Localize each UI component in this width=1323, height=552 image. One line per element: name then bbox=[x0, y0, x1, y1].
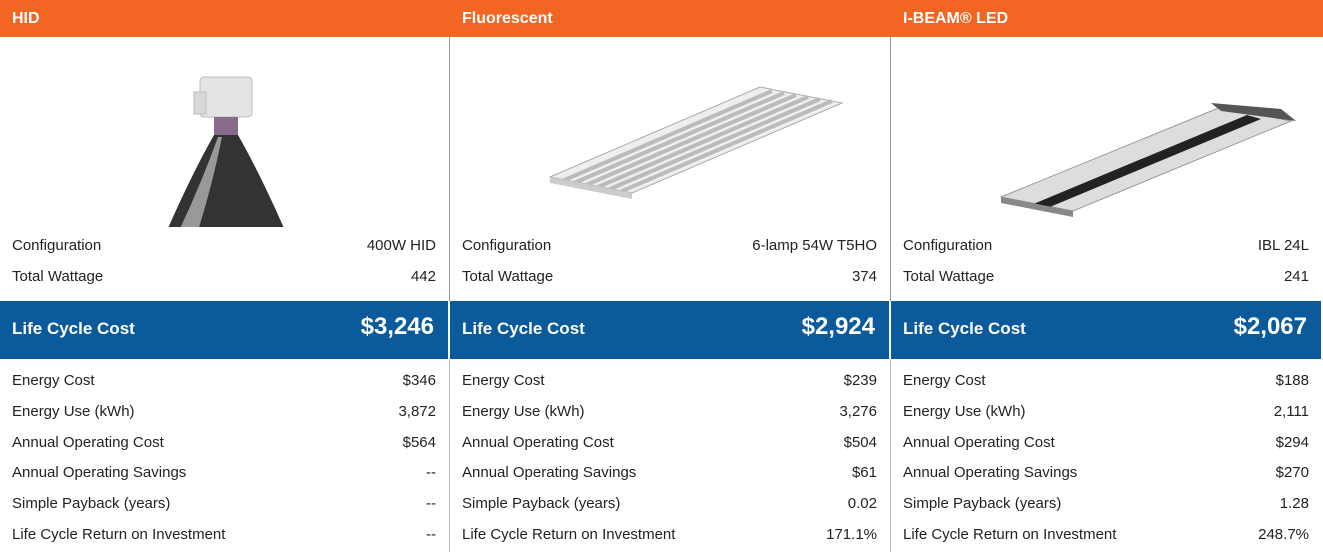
column-header: Fluorescent bbox=[450, 0, 891, 37]
spec-row: Total Wattage 241 bbox=[891, 266, 1323, 288]
metric-value: 3,872 bbox=[398, 401, 436, 423]
metric-label: Annual Operating Savings bbox=[462, 462, 636, 484]
metric-row: Annual Operating Cost $564 bbox=[0, 432, 450, 454]
life-cycle-cost-band: Life Cycle Cost $2,924 bbox=[450, 301, 889, 359]
metric-value: -- bbox=[426, 462, 436, 484]
metric-value: $294 bbox=[1276, 432, 1309, 454]
metric-label: Simple Payback (years) bbox=[462, 493, 620, 515]
lcc-label: Life Cycle Cost bbox=[903, 319, 1026, 339]
spec-value: 442 bbox=[411, 266, 436, 288]
metric-label: Simple Payback (years) bbox=[12, 493, 170, 515]
spec-label: Total Wattage bbox=[462, 266, 553, 288]
lcc-label: Life Cycle Cost bbox=[462, 319, 585, 339]
metric-value: $564 bbox=[403, 432, 436, 454]
life-cycle-cost-band: Life Cycle Cost $2,067 bbox=[891, 301, 1321, 359]
spec-row: Total Wattage 442 bbox=[0, 266, 450, 288]
metric-label: Annual Operating Cost bbox=[462, 432, 614, 454]
metric-row: Energy Cost $188 bbox=[891, 370, 1323, 392]
metric-row: Annual Operating Savings -- bbox=[0, 462, 450, 484]
spec-label: Configuration bbox=[12, 235, 101, 257]
metric-row: Life Cycle Return on Investment 248.7% bbox=[891, 524, 1323, 546]
metric-label: Energy Cost bbox=[12, 370, 95, 392]
fixture-image bbox=[450, 37, 891, 227]
metric-value: $270 bbox=[1276, 462, 1309, 484]
metric-row: Simple Payback (years) -- bbox=[0, 493, 450, 515]
metric-row: Simple Payback (years) 0.02 bbox=[450, 493, 891, 515]
lcc-label: Life Cycle Cost bbox=[12, 319, 135, 339]
metric-label: Life Cycle Return on Investment bbox=[12, 524, 225, 546]
metric-label: Energy Use (kWh) bbox=[903, 401, 1026, 423]
metric-value: $61 bbox=[852, 462, 877, 484]
metric-value: -- bbox=[426, 493, 436, 515]
metric-row: Life Cycle Return on Investment 171.1% bbox=[450, 524, 891, 546]
metric-row: Simple Payback (years) 1.28 bbox=[891, 493, 1323, 515]
spec-label: Configuration bbox=[903, 235, 992, 257]
metric-row: Annual Operating Savings $61 bbox=[450, 462, 891, 484]
metric-row: Annual Operating Cost $504 bbox=[450, 432, 891, 454]
metric-row: Energy Use (kWh) 2,111 bbox=[891, 401, 1323, 423]
lcc-value: $3,246 bbox=[361, 313, 434, 341]
metric-value: $188 bbox=[1276, 370, 1309, 392]
spec-row: Configuration 400W HID bbox=[0, 235, 450, 257]
metric-value: -- bbox=[426, 524, 436, 546]
column-header: HID bbox=[0, 0, 450, 37]
lcc-value: $2,067 bbox=[1234, 313, 1307, 341]
column-header: I-BEAM® LED bbox=[891, 0, 1323, 37]
metric-label: Energy Use (kWh) bbox=[462, 401, 585, 423]
metric-label: Annual Operating Cost bbox=[903, 432, 1055, 454]
metric-row: Annual Operating Savings $270 bbox=[891, 462, 1323, 484]
spec-label: Total Wattage bbox=[903, 266, 994, 288]
metric-value: 248.7% bbox=[1258, 524, 1309, 546]
fixture-image bbox=[891, 37, 1323, 227]
metric-label: Annual Operating Savings bbox=[903, 462, 1077, 484]
metric-label: Annual Operating Savings bbox=[12, 462, 186, 484]
metric-label: Annual Operating Cost bbox=[12, 432, 164, 454]
comparison-table: HID Configuration 400W HID Total Wattage 442… bbox=[0, 0, 1323, 552]
metric-row: Energy Use (kWh) 3,276 bbox=[450, 401, 891, 423]
metric-row: Energy Use (kWh) 3,872 bbox=[0, 401, 450, 423]
metric-value: 3,276 bbox=[839, 401, 877, 423]
spec-label: Configuration bbox=[462, 235, 551, 257]
spec-row: Configuration IBL 24L bbox=[891, 235, 1323, 257]
metric-value: $239 bbox=[844, 370, 877, 392]
spec-value: IBL 24L bbox=[1258, 235, 1309, 257]
metric-value: 171.1% bbox=[826, 524, 877, 546]
spec-value: 374 bbox=[852, 266, 877, 288]
metric-value: 2,111 bbox=[1274, 401, 1309, 423]
metric-value: 0.02 bbox=[848, 493, 877, 515]
metric-value: 1.28 bbox=[1280, 493, 1309, 515]
metric-value: $504 bbox=[844, 432, 877, 454]
metric-label: Energy Use (kWh) bbox=[12, 401, 135, 423]
metric-value: $346 bbox=[403, 370, 436, 392]
spec-row: Configuration 6-lamp 54W T5HO bbox=[450, 235, 891, 257]
life-cycle-cost-band: Life Cycle Cost $3,246 bbox=[0, 301, 448, 359]
metric-label: Life Cycle Return on Investment bbox=[903, 524, 1116, 546]
metric-label: Simple Payback (years) bbox=[903, 493, 1061, 515]
metric-label: Energy Cost bbox=[462, 370, 545, 392]
spec-value: 241 bbox=[1284, 266, 1309, 288]
fixture-image bbox=[0, 37, 450, 227]
metric-label: Energy Cost bbox=[903, 370, 986, 392]
spec-row: Total Wattage 374 bbox=[450, 266, 891, 288]
metric-label: Life Cycle Return on Investment bbox=[462, 524, 675, 546]
spec-value: 6-lamp 54W T5HO bbox=[752, 235, 877, 257]
metric-row: Energy Cost $346 bbox=[0, 370, 450, 392]
lcc-value: $2,924 bbox=[802, 313, 875, 341]
metric-row: Annual Operating Cost $294 bbox=[891, 432, 1323, 454]
spec-label: Total Wattage bbox=[12, 266, 103, 288]
spec-value: 400W HID bbox=[367, 235, 436, 257]
metric-row: Life Cycle Return on Investment -- bbox=[0, 524, 450, 546]
metric-row: Energy Cost $239 bbox=[450, 370, 891, 392]
